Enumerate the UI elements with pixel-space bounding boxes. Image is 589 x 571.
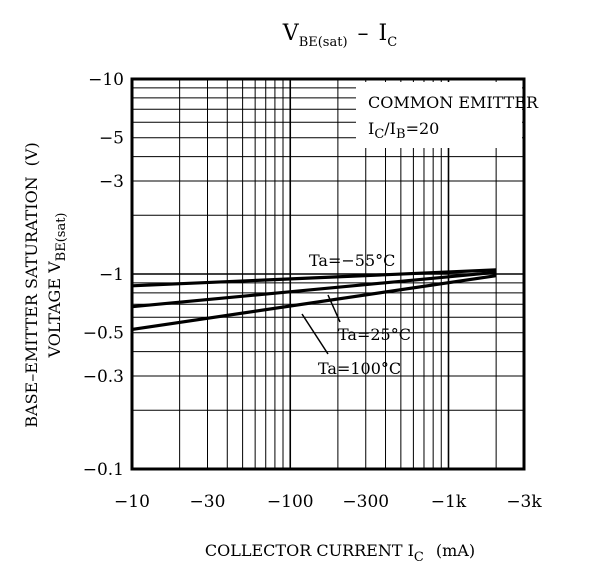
- y-tick-label: −3: [99, 172, 124, 192]
- series-label-100: Ta=100°C: [318, 359, 401, 378]
- y-axis-label-line1: BASE–EMITTER SATURATION(V): [22, 142, 41, 427]
- series-label-25: Ta=25°C: [338, 325, 411, 344]
- y-tick-label: −0.3: [83, 367, 124, 387]
- y-tick-label: −0.5: [83, 324, 124, 344]
- series-label-minus55: Ta=−55°C: [309, 251, 395, 270]
- leader-line-100: [301, 313, 329, 355]
- y-tick-label: −0.1: [83, 460, 124, 480]
- plot-frame: [130, 77, 526, 471]
- y-tick-label: −1: [99, 265, 124, 285]
- x-tick-label: −300: [342, 492, 389, 512]
- tick-labels: −10 −30 −100 −300 −1k −3k −10 −5 −3 −1 −0.5 −0.3 −0.…: [83, 70, 543, 512]
- x-tick-label: −10: [114, 492, 150, 512]
- series-line-0: [131, 268, 497, 288]
- x-axis-label: COLLECTOR CURRENT IC (mA): [205, 541, 475, 565]
- annotation-box: [356, 82, 522, 148]
- x-tick-label: −1k: [431, 492, 467, 512]
- series-line-2: [131, 274, 497, 331]
- annotation-common-emitter: COMMON EMITTER: [368, 93, 539, 112]
- x-tick-label: −100: [267, 492, 314, 512]
- y-axis-label-line2: VOLTAGE VBE(sat): [45, 212, 69, 358]
- y-tick-label: −5: [99, 129, 124, 149]
- annotation-ic-ib: IC/IB=20: [368, 119, 439, 142]
- y-tick-label: −10: [88, 70, 124, 90]
- chart-title: VBE(sat) – IC: [282, 21, 397, 50]
- series-line-1: [131, 270, 497, 309]
- x-tick-label: −30: [190, 492, 226, 512]
- x-tick-label: −3k: [506, 492, 542, 512]
- series-group: [131, 268, 497, 331]
- leader-line-25: [327, 294, 341, 323]
